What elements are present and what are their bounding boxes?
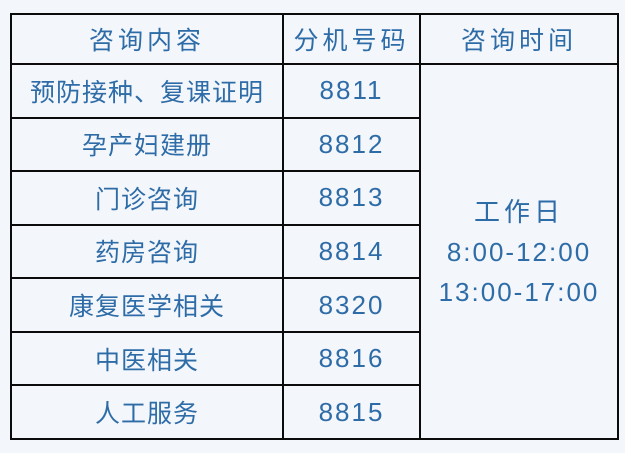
service-name: 康复医学相关 <box>10 277 284 333</box>
service-name: 预防接种、复课证明 <box>10 63 284 119</box>
service-name: 门诊咨询 <box>10 170 284 226</box>
extension-number: 8815 <box>282 384 421 440</box>
service-name: 孕产妇建册 <box>10 116 284 173</box>
consultation-extension-table: 咨询内容 分机号码 咨询时间 预防接种、复课证明 8811 工作日 8:00-1… <box>10 13 619 440</box>
table-row: 预防接种、复课证明 8811 工作日 8:00-12:00 13:00-17:0… <box>10 63 619 440</box>
column-header-consult-content: 咨询内容 <box>10 13 284 65</box>
service-name: 人工服务 <box>10 384 284 440</box>
afternoon-hours: 13:00-17:00 <box>438 276 600 307</box>
extension-number: 8811 <box>282 63 421 119</box>
service-name: 药房咨询 <box>10 223 284 280</box>
table-row: 药房咨询 8814 <box>10 223 618 280</box>
table-row: 康复医学相关 8320 <box>10 277 618 333</box>
column-header-consult-time: 咨询时间 <box>419 13 619 65</box>
service-name: 中医相关 <box>10 330 284 387</box>
extension-number: 8812 <box>282 116 421 173</box>
table-row: 孕产妇建册 8812 <box>10 116 618 173</box>
table-row: 人工服务 8815 <box>10 384 618 440</box>
column-header-extension-number: 分机号码 <box>282 13 421 65</box>
table-header-row: 咨询内容 分机号码 咨询时间 <box>10 13 619 65</box>
extension-number: 8320 <box>282 277 421 333</box>
workday-label: 工作日 <box>473 196 564 227</box>
table-row: 中医相关 8816 <box>10 330 618 387</box>
extension-number: 8814 <box>282 223 421 280</box>
morning-hours: 8:00-12:00 <box>446 236 592 267</box>
table-row: 门诊咨询 8813 <box>10 170 618 226</box>
consultation-hours-cell: 工作日 8:00-12:00 13:00-17:00 <box>419 63 619 440</box>
extension-number: 8816 <box>282 330 421 387</box>
extension-number: 8813 <box>282 170 421 226</box>
